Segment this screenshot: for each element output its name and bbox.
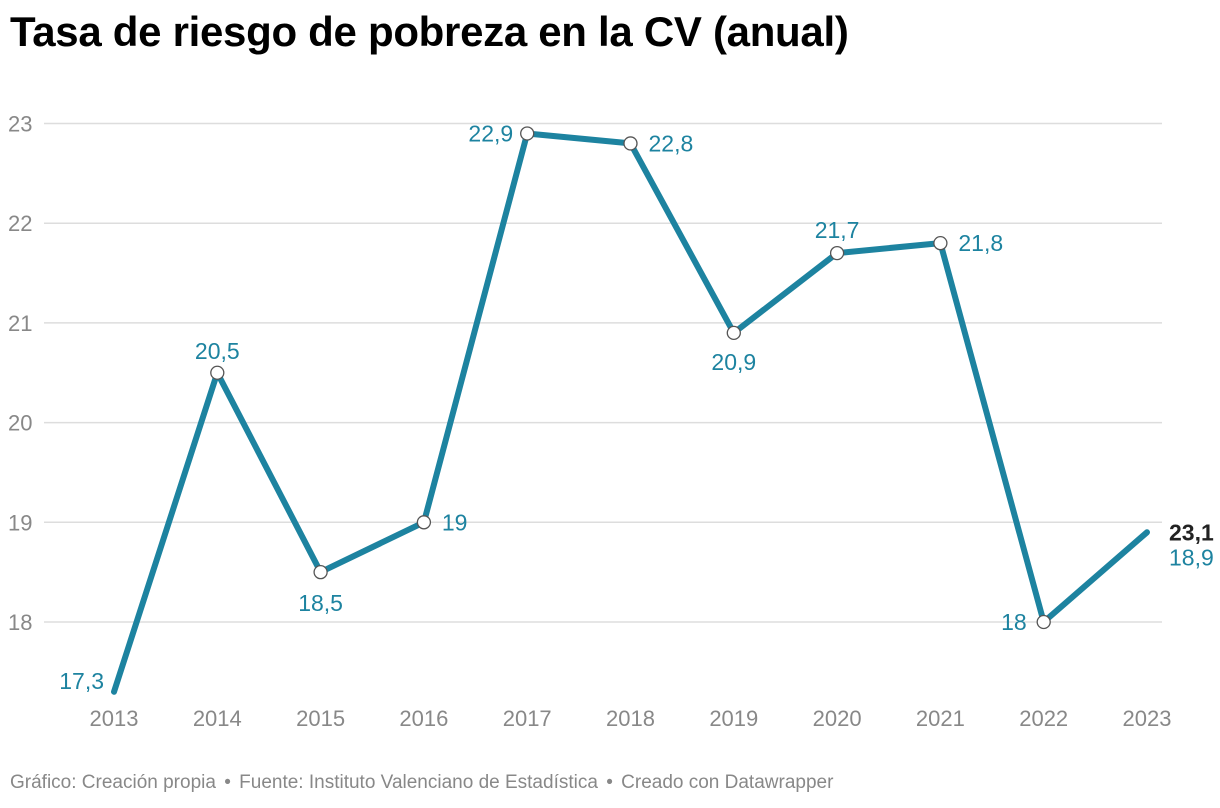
x-tick-label: 2015 [296, 706, 345, 731]
chart-footer: Gráfico: Creación propia • Fuente: Insti… [10, 772, 833, 794]
x-tick-label: 2018 [606, 706, 655, 731]
chart-title: Tasa de riesgo de pobreza en la CV (anua… [10, 8, 849, 55]
y-tick-label: 21 [8, 311, 32, 336]
data-label: 22,9 [468, 120, 513, 146]
footer-credit: Gráfico: Creación propia [10, 772, 216, 793]
data-point [726, 325, 741, 341]
data-label: 20,9 [711, 349, 756, 375]
highlight-label: 23,1 [1169, 519, 1214, 545]
data-point [313, 565, 328, 580]
series-line [111, 130, 1150, 695]
data-point [416, 515, 432, 530]
y-axis-ticks: 18 19 20 21 22 23 [8, 112, 32, 636]
x-tick-label: 2021 [916, 706, 965, 731]
data-points [210, 126, 1051, 630]
data-point [520, 126, 535, 141]
data-point [210, 365, 225, 380]
data-label: 17,3 [59, 668, 104, 694]
x-tick-label: 2020 [813, 706, 862, 731]
y-tick-label: 22 [8, 211, 32, 236]
data-labels: 17,3 20,5 18,5 19 22,9 22,8 20,9 21,7 21,8 18 18,9… [59, 120, 1214, 693]
y-tick-label: 23 [8, 112, 32, 137]
y-tick-label: 20 [8, 411, 32, 436]
footer-separator: • [224, 772, 231, 793]
footer-tool: Creado con Datawrapper [621, 772, 834, 793]
footer-source: Fuente: Instituto Valenciano de Estadíst… [239, 772, 598, 793]
data-label: 22,8 [649, 130, 694, 156]
y-tick-label: 18 [8, 610, 32, 635]
data-label: 20,5 [195, 338, 240, 364]
data-point [933, 235, 948, 251]
series-line-layer [111, 130, 1150, 695]
y-tick-label: 19 [8, 510, 32, 535]
gridlines [44, 122, 1162, 623]
data-label: 21,8 [958, 230, 1003, 256]
x-tick-label: 2023 [1123, 706, 1172, 731]
data-label: 19 [442, 509, 468, 535]
x-tick-label: 2022 [1019, 706, 1068, 731]
x-tick-label: 2017 [503, 706, 552, 731]
data-label: 21,7 [815, 217, 860, 243]
x-axis-ticks: 2013 2014 2015 2016 2017 2018 2019 2020 2021 2022… [90, 706, 1172, 731]
x-tick-label: 2016 [399, 706, 448, 731]
x-tick-label: 2014 [193, 706, 242, 731]
data-label: 18,9 [1169, 544, 1214, 570]
data-label: 18 [1001, 609, 1027, 635]
x-tick-label: 2013 [90, 706, 139, 731]
data-point [1036, 614, 1051, 630]
data-point [829, 245, 845, 261]
x-tick-label: 2019 [709, 706, 758, 731]
data-label: 18,5 [298, 590, 343, 616]
data-point [623, 136, 638, 151]
footer-separator: • [606, 772, 613, 793]
